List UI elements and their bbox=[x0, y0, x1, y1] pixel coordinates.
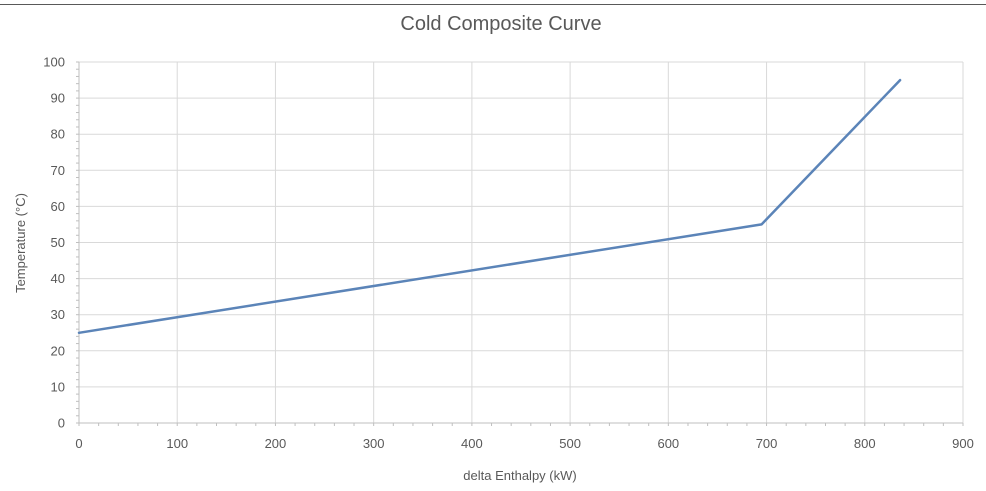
y-tick-label: 20 bbox=[51, 343, 65, 358]
y-tick-label: 0 bbox=[58, 416, 65, 431]
x-tick-label: 800 bbox=[854, 436, 876, 451]
y-tick-label: 40 bbox=[51, 271, 65, 286]
y-tick-label: 70 bbox=[51, 163, 65, 178]
y-tick-label: 100 bbox=[43, 55, 65, 70]
x-tick-label: 300 bbox=[363, 436, 385, 451]
y-tick-label: 90 bbox=[51, 91, 65, 106]
y-tick-label: 30 bbox=[51, 307, 65, 322]
x-tick-label: 100 bbox=[166, 436, 188, 451]
y-tick-label: 50 bbox=[51, 235, 65, 250]
x-tick-label: 400 bbox=[461, 436, 483, 451]
grid-layer bbox=[79, 61, 964, 423]
series-line bbox=[77, 78, 902, 335]
x-tick-label: 0 bbox=[75, 436, 82, 451]
series-layer bbox=[77, 78, 902, 335]
x-axis-title: delta Enthalpy (kW) bbox=[463, 468, 576, 483]
chart-title: Cold Composite Curve bbox=[400, 13, 601, 35]
x-tick-label: 600 bbox=[657, 436, 679, 451]
y-tick-label: 60 bbox=[51, 199, 65, 214]
y-axis-title: Temperature (°C) bbox=[13, 193, 28, 293]
x-tick-label: 900 bbox=[952, 436, 974, 451]
axis-layer: 0 100 200 300 400 500 600 700 800 900 0 10 20 30 40 50 6… bbox=[43, 55, 974, 452]
top-border-rule bbox=[0, 4, 986, 5]
y-tick-label: 80 bbox=[51, 127, 65, 142]
x-tick-label: 500 bbox=[559, 436, 581, 451]
x-tick-label: 700 bbox=[756, 436, 778, 451]
y-tick-label: 10 bbox=[51, 379, 65, 394]
x-tick-label: 200 bbox=[265, 436, 287, 451]
